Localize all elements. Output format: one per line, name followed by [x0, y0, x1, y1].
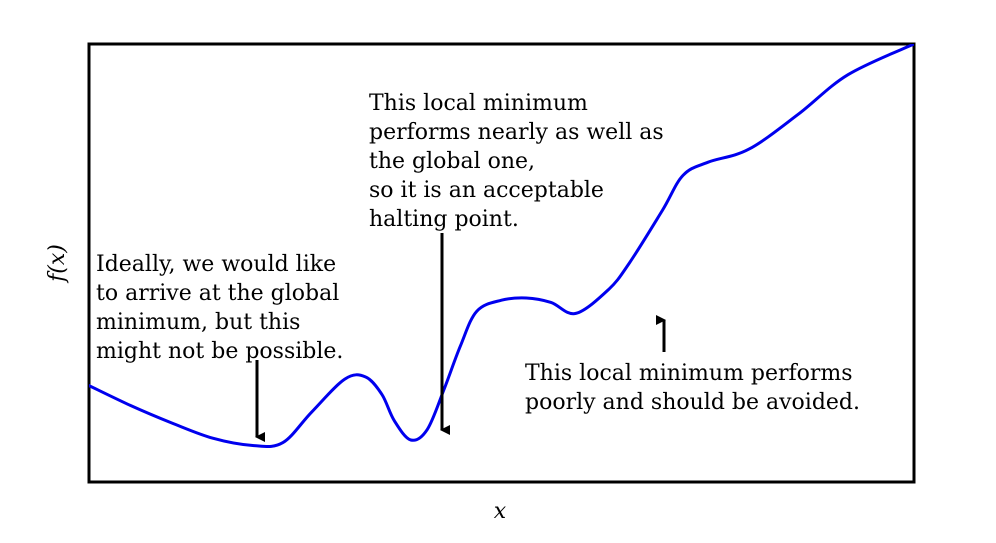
annotation-line: poorly and should be avoided.	[525, 390, 860, 415]
x-axis-label: x	[494, 499, 507, 524]
series-line	[89, 44, 914, 448]
plot-area-frame	[87, 42, 916, 484]
annotation-poor-local-minimum: This local minimum performs poorly and s…	[525, 315, 860, 415]
annotation-global-minimum: Ideally, we would like to arrive at the …	[96, 252, 343, 442]
annotation-line: Ideally, we would like	[96, 252, 336, 277]
y-axis-label: f(x)	[45, 244, 70, 284]
annotation-acceptable-local-minimum: This local minimum performs nearly as we…	[369, 91, 664, 435]
annotation-line: This local minimum	[369, 91, 588, 116]
annotation-line: to arrive at the global	[96, 281, 339, 306]
annotation-line: halting point.	[369, 207, 519, 232]
annotation-line: This local minimum performs	[525, 361, 853, 386]
annotation-line: performs nearly as well as	[369, 120, 664, 145]
annotation-line: might not be possible.	[96, 339, 343, 364]
annotation-line: so it is an acceptable	[369, 178, 604, 203]
annotation-line: the global one,	[369, 149, 535, 174]
annotation-line: minimum, but this	[96, 310, 300, 335]
